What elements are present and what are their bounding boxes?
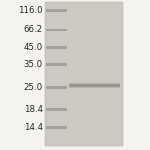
Bar [46,108,67,111]
Text: 45.0: 45.0 [24,43,43,52]
Text: 25.0: 25.0 [24,83,43,92]
Bar [69,85,120,86]
Bar [46,126,67,129]
Text: 35.0: 35.0 [24,60,43,69]
Bar [46,86,67,89]
Bar [46,9,67,12]
Text: 116.0: 116.0 [18,6,43,15]
Bar [69,83,120,84]
Bar [45,2,123,146]
Text: 18.4: 18.4 [24,105,43,114]
Bar [69,86,120,87]
Bar [46,63,67,66]
Bar [69,87,120,88]
Bar [46,46,67,49]
Bar [69,84,120,85]
Bar [69,85,120,86]
Text: 66.2: 66.2 [24,26,43,34]
Bar [46,29,67,31]
Text: 14.4: 14.4 [24,123,43,132]
